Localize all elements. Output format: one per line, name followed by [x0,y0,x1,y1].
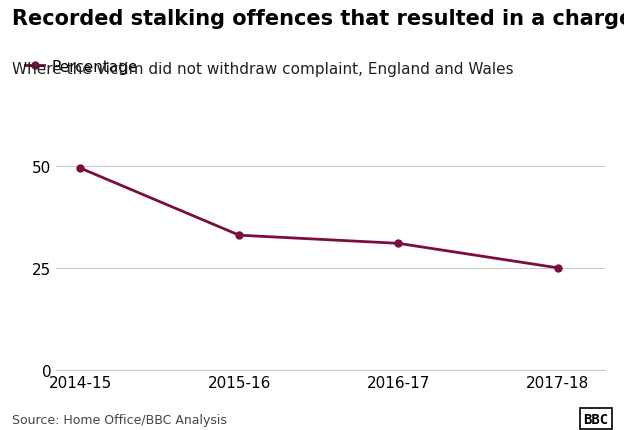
Text: BBC: BBC [583,412,608,426]
Legend: Percentage: Percentage [26,60,138,75]
Text: Where the victim did not withdraw complaint, England and Wales: Where the victim did not withdraw compla… [12,62,514,77]
Text: Source: Home Office/BBC Analysis: Source: Home Office/BBC Analysis [12,413,227,426]
Text: Recorded stalking offences that resulted in a charge: Recorded stalking offences that resulted… [12,9,624,28]
